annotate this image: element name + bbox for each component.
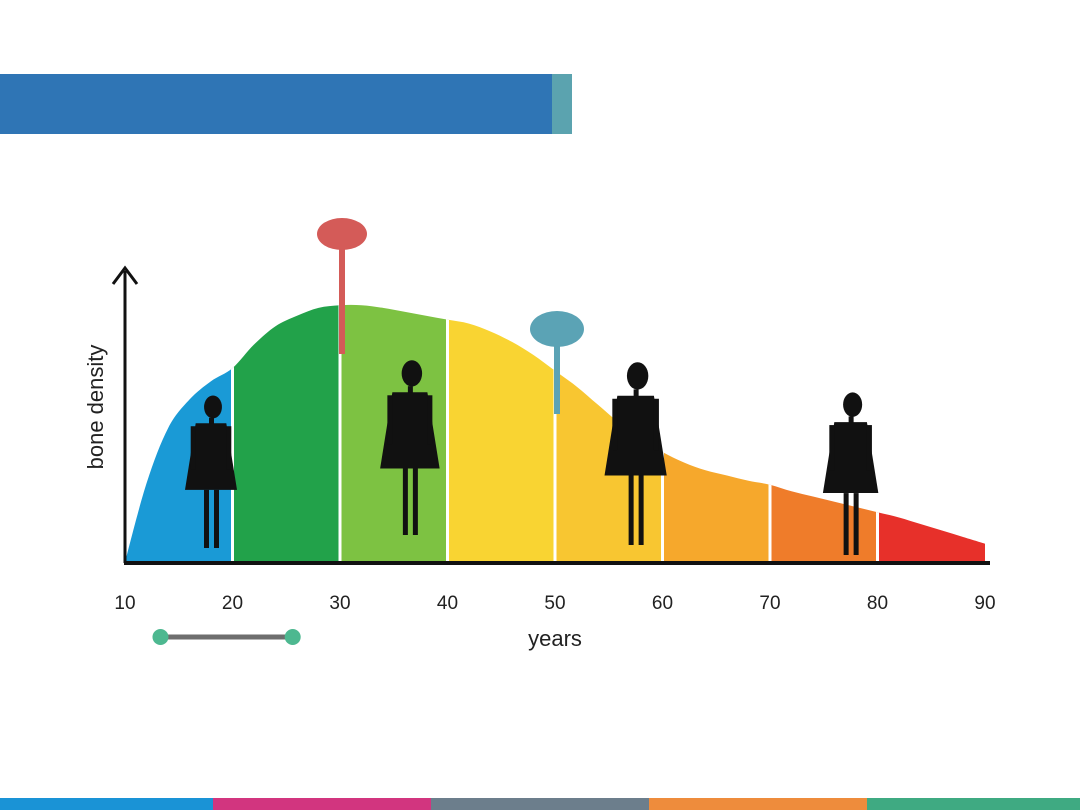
age-range-indicator: [152, 629, 301, 645]
figure-leg: [402, 468, 408, 535]
figure-body: [380, 392, 440, 469]
x-tick-label: 30: [329, 593, 350, 614]
footer-stripe: [649, 798, 867, 810]
figure-arm: [653, 398, 659, 451]
figure-head: [401, 360, 423, 387]
marker-head: [317, 218, 367, 250]
middle-aged-woman-silhouette-icon: [604, 362, 667, 545]
figure-neck: [633, 389, 639, 397]
footer-stripe: [213, 798, 431, 810]
y-axis-title: bone density: [83, 345, 108, 470]
elderly-woman-silhouette-icon: [822, 392, 879, 555]
figure-neck: [407, 386, 413, 394]
figure-neck: [848, 416, 854, 423]
figure-body: [184, 423, 238, 490]
footer-stripe: [431, 798, 649, 810]
density-band-2: [232, 304, 340, 562]
figure-arm: [829, 425, 835, 471]
title-bar: [0, 74, 552, 134]
x-tick-labels: 10 20 30 40 50 60 70 80 90: [114, 593, 995, 614]
figure-head: [204, 395, 222, 419]
figure-arm: [427, 395, 433, 445]
y-axis-arrow-icon: [111, 265, 139, 285]
x-tick-label: 50: [544, 593, 565, 614]
figure-arm: [190, 426, 196, 470]
x-tick-label: 60: [652, 593, 673, 614]
footer-stripe: [867, 798, 1080, 810]
adult-woman-silhouette-icon: [380, 360, 440, 535]
figure-leg: [843, 493, 849, 555]
footer-stripe: [0, 798, 213, 810]
title-accent: [552, 74, 572, 134]
figure-neck: [209, 417, 214, 424]
figure-head: [626, 362, 649, 390]
figure-arm: [866, 425, 872, 471]
axes: [111, 265, 990, 565]
density-band-4: [447, 304, 555, 562]
x-tick-label: 70: [759, 593, 780, 614]
figure-leg: [412, 468, 418, 535]
figure-body: [604, 395, 667, 476]
figure-arm: [387, 395, 393, 445]
figures: [184, 360, 879, 555]
young-woman-silhouette-icon: [184, 395, 238, 548]
marker-head: [530, 311, 584, 347]
figure-leg: [214, 489, 219, 548]
footer-stripes: [0, 798, 1080, 810]
figure-leg: [628, 475, 634, 545]
figure-leg: [204, 489, 209, 548]
figure-leg: [638, 475, 644, 545]
figure-arm: [612, 398, 618, 451]
figure-body: [822, 422, 879, 494]
x-axis-title: years: [528, 626, 582, 651]
x-tick-label: 80: [867, 593, 888, 614]
figure-head: [843, 392, 863, 417]
figure-arm: [226, 426, 232, 470]
range-end-dot: [284, 629, 301, 645]
density-band-8: [877, 304, 985, 562]
range-start-dot: [152, 629, 169, 645]
bone-density-chart: 10 20 30 40 50 60 70 80 90 years bone density: [83, 218, 996, 651]
x-tick-label: 20: [222, 593, 243, 614]
markers: [317, 218, 584, 414]
x-tick-label: 10: [114, 593, 135, 614]
figure-leg: [853, 493, 859, 555]
x-tick-label: 90: [974, 593, 995, 614]
density-band-6: [662, 304, 770, 562]
x-tick-label: 40: [437, 593, 458, 614]
